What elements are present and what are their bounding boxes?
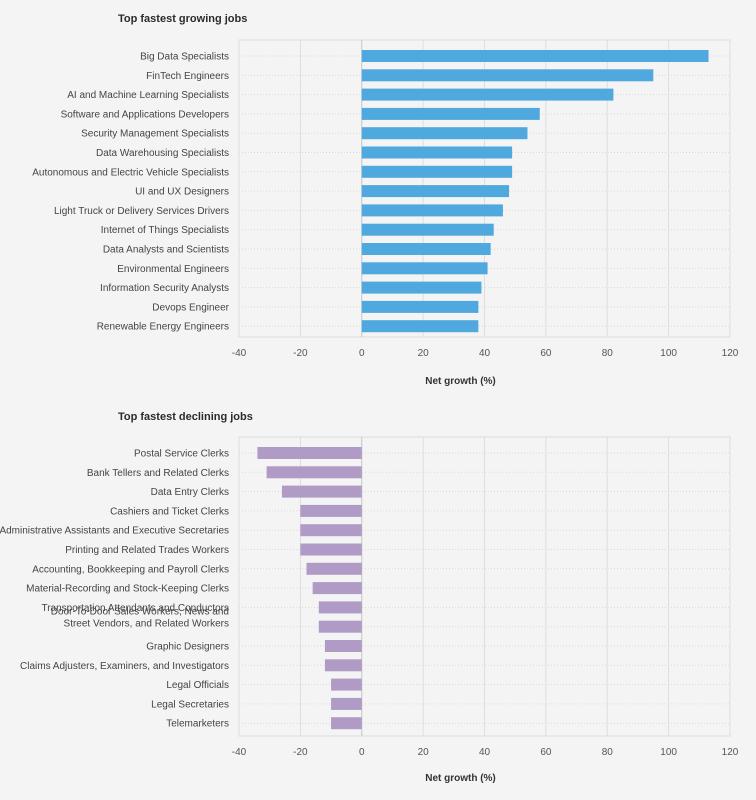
bar (361, 69, 654, 82)
bar (361, 127, 528, 140)
bar (361, 185, 510, 198)
category-label: Administrative Assistants and Executive … (0, 526, 229, 537)
category-label: Accounting, Bookkeeping and Payroll Cler… (32, 564, 229, 575)
x-tick-label: 60 (540, 348, 552, 359)
category-label: Printing and Related Trades Workers (65, 545, 229, 556)
bar (257, 447, 362, 459)
x-tick-label: -20 (293, 348, 308, 359)
bar (361, 243, 491, 255)
x-tick-label: 0 (359, 348, 365, 359)
x-tick-label: 120 (722, 348, 739, 359)
x-axis-label: Net growth (%) (425, 773, 496, 784)
x-tick-label: -40 (232, 747, 247, 758)
bar (266, 466, 362, 479)
bar (312, 582, 362, 595)
category-label: Internet of Things Specialists (101, 225, 229, 236)
bar (331, 678, 362, 691)
bar (300, 543, 362, 556)
bar (361, 223, 494, 236)
bar (361, 281, 482, 294)
x-tick-label: 100 (660, 348, 677, 359)
category-label: Telemarketers (166, 719, 229, 730)
bar (361, 320, 479, 333)
x-tick-label: 40 (479, 348, 491, 359)
x-axis-label: Net growth (%) (425, 376, 496, 387)
category-label: Bank Tellers and Related Clerks (87, 468, 229, 479)
category-label: Data Analysts and Scientists (103, 245, 229, 256)
category-label: Legal Secretaries (151, 699, 229, 710)
category-label: Transportation Attendants and Conductors (41, 603, 229, 614)
category-label: Software and Applications Developers (61, 109, 229, 120)
category-label: Street Vendors, and Related Workers (64, 619, 229, 630)
bar (318, 601, 362, 614)
bar (361, 50, 709, 62)
bar (318, 620, 362, 633)
bar (281, 485, 362, 498)
category-label: Postal Service Clerks (134, 449, 229, 460)
bar (306, 562, 362, 575)
x-tick-label: 80 (602, 747, 614, 758)
bar (361, 107, 540, 120)
bar (361, 88, 614, 101)
declining-chart-title: Top fastest declining jobs (118, 411, 253, 423)
category-label: AI and Machine Learning Specialists (67, 90, 229, 101)
declining-jobs-chart: -40 -20 0 20 40 60 80 100 120 Postal Service Cler… (0, 436, 739, 784)
bar (300, 504, 362, 517)
x-tick-label: 60 (540, 747, 552, 758)
category-label: Cashiers and Ticket Clerks (110, 506, 229, 517)
x-tick-label: -20 (293, 747, 308, 758)
category-label: Claims Adjusters, Examiners, and Investi… (20, 661, 229, 672)
x-tick-label: 40 (479, 747, 491, 758)
x-tick-label: 20 (418, 747, 430, 758)
bar (300, 524, 362, 537)
bar (331, 697, 362, 710)
x-tick-label: 20 (418, 348, 430, 359)
category-label: Graphic Designers (146, 642, 229, 653)
category-label: UI and UX Designers (135, 187, 229, 198)
bar (361, 165, 513, 178)
category-label: Material-Recording and Stock-Keeping Cle… (26, 584, 229, 595)
category-label: Light Truck or Delivery Services Drivers (54, 206, 229, 217)
category-label: Legal Officials (166, 680, 229, 691)
category-label: Security Management Specialists (81, 129, 229, 140)
bar (361, 146, 513, 159)
category-label: FinTech Engineers (146, 71, 229, 82)
x-tick-label: -40 (232, 348, 247, 359)
category-label: Information Security Analysts (100, 283, 229, 294)
bar (324, 659, 362, 672)
x-tick-label: 0 (359, 747, 365, 758)
category-label: Environmental Engineers (117, 264, 229, 275)
growing-chart-title: Top fastest growing jobs (118, 13, 248, 25)
category-label: Big Data Specialists (140, 52, 229, 63)
category-label: Renewable Energy Engineers (97, 322, 229, 333)
growing-jobs-chart: -40 -20 0 20 40 60 80 100 120 Big Data Specialist… (32, 39, 739, 387)
x-tick-label: 100 (660, 747, 677, 758)
category-label: Data Warehousing Specialists (96, 148, 229, 159)
category-label: Devops Engineer (152, 302, 229, 313)
bar (361, 204, 503, 217)
bar (361, 300, 479, 313)
bar (331, 717, 362, 730)
category-label: Autonomous and Electric Vehicle Speciali… (32, 167, 229, 178)
bar (361, 262, 488, 275)
category-label: Data Entry Clerks (151, 487, 229, 498)
bar (324, 640, 362, 652)
category-label: Door-To-Door Sales Workers, News and (51, 607, 229, 618)
x-tick-label: 120 (722, 747, 739, 758)
x-tick-label: 80 (602, 348, 614, 359)
